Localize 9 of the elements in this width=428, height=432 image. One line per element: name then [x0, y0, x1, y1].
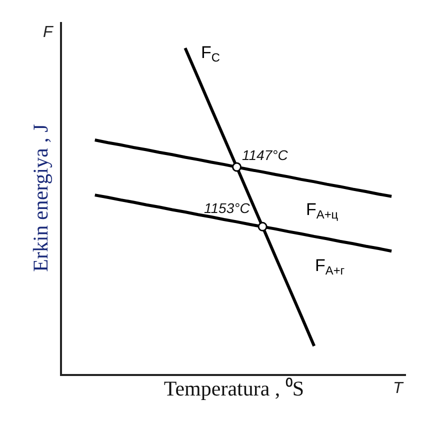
- y-axis-title: Erkin energiya , J: [28, 124, 53, 272]
- series-label: F$_{A+г}$: [315, 256, 345, 278]
- series-label: F$_{A+ц}$: [306, 200, 338, 222]
- annotation: 1147°C: [242, 147, 289, 163]
- x-axis-title: Temperatura , ⁰S: [164, 376, 304, 401]
- annotation: 1153°C: [204, 200, 251, 216]
- series-label: F$_{C}$: [201, 43, 220, 65]
- text: F: [43, 24, 54, 41]
- text: T: [393, 380, 404, 397]
